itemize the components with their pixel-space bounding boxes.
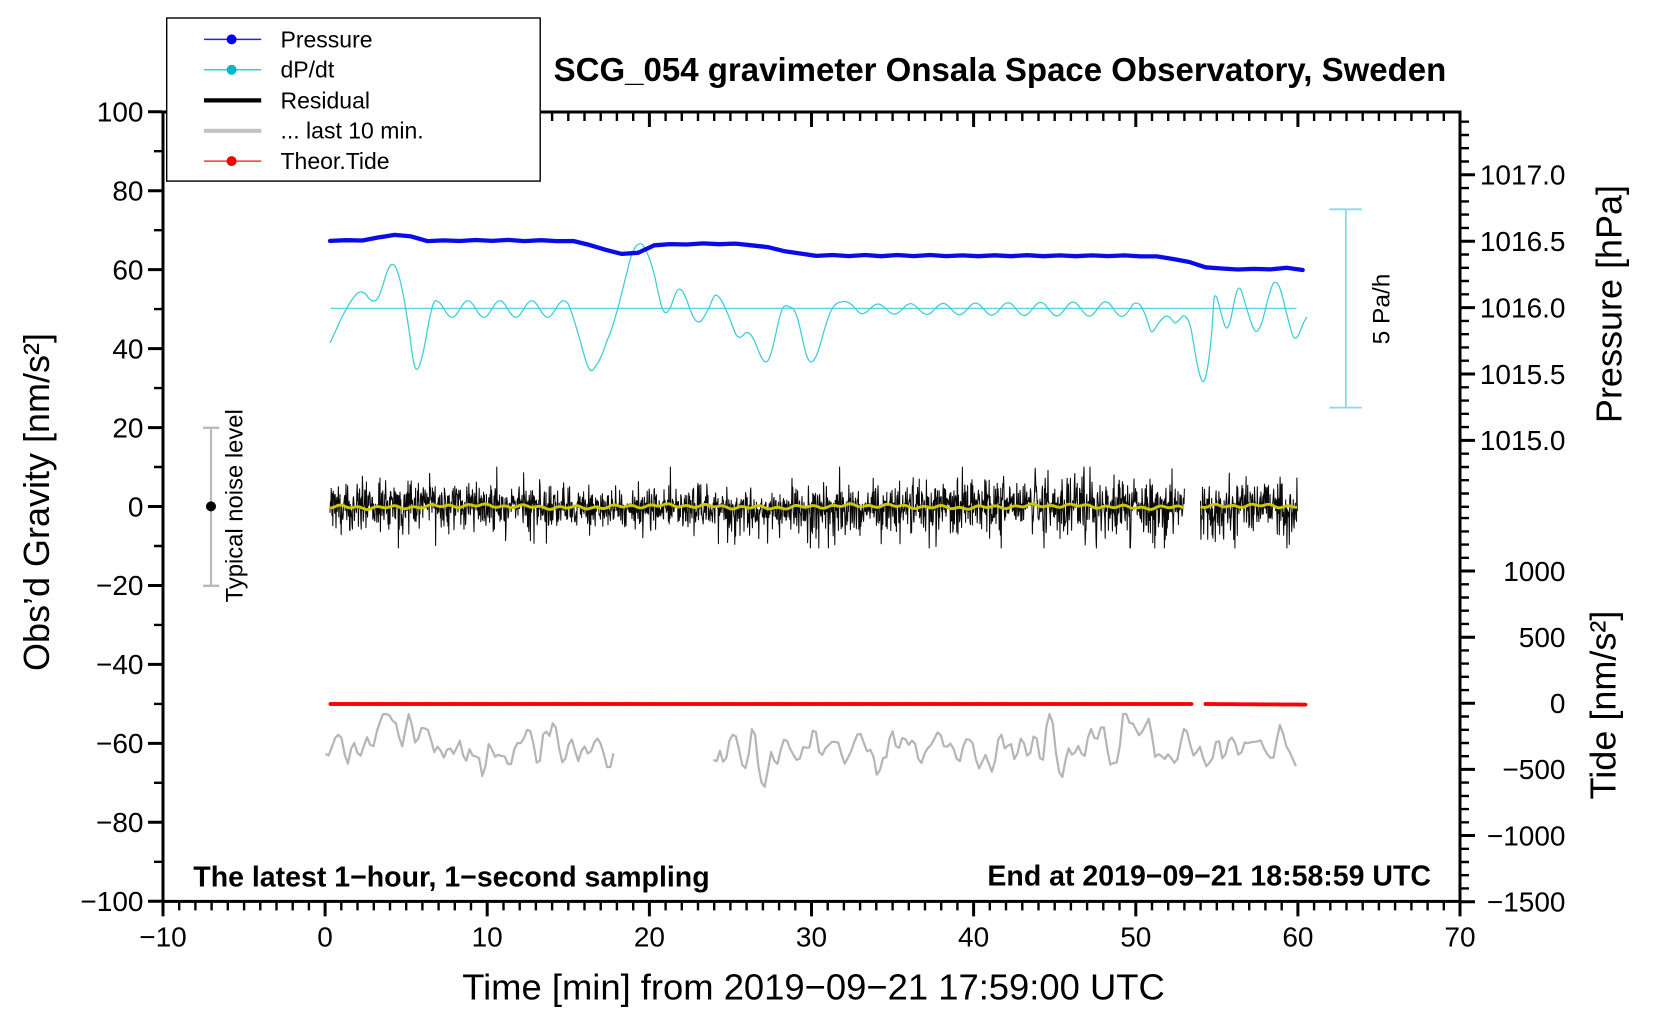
svg-text:−100: −100 — [80, 886, 143, 917]
svg-text:30: 30 — [796, 921, 827, 952]
svg-text:SCG_054 gravimeter Onsala Spac: SCG_054 gravimeter Onsala Space Observat… — [554, 51, 1447, 88]
svg-text:The latest 1−hour, 1−second sa: The latest 1−hour, 1−second sampling — [193, 862, 709, 894]
svg-text:40: 40 — [958, 921, 989, 952]
svg-text:Time [min] from 2019−09−21 17:: Time [min] from 2019−09−21 17:59:00 UTC — [462, 967, 1165, 1008]
svg-text:−10: −10 — [139, 921, 187, 952]
svg-text:0: 0 — [317, 921, 333, 952]
svg-text:Pressure: Pressure — [281, 26, 373, 52]
svg-text:100: 100 — [97, 97, 144, 128]
svg-text:Tide [nm/s²]: Tide [nm/s²] — [1582, 611, 1623, 800]
svg-text:−1500: −1500 — [1487, 887, 1566, 918]
svg-text:End at 2019−09−21 18:58:59 UTC: End at 2019−09−21 18:58:59 UTC — [987, 861, 1431, 893]
svg-text:1017.0: 1017.0 — [1480, 160, 1566, 191]
svg-text:Residual: Residual — [281, 87, 371, 113]
svg-text:−1000: −1000 — [1487, 820, 1566, 851]
svg-text:Theor.Tide: Theor.Tide — [281, 148, 390, 174]
svg-text:1000: 1000 — [1503, 556, 1565, 587]
svg-text:dP/dt: dP/dt — [281, 57, 335, 83]
svg-text:Pressure [hPa]: Pressure [hPa] — [1589, 185, 1630, 423]
svg-text:−500: −500 — [1502, 754, 1565, 785]
svg-text:1016.5: 1016.5 — [1480, 226, 1566, 257]
svg-text:5 Pa/h: 5 Pa/h — [1369, 274, 1396, 345]
svg-text:... last 10 min.: ... last 10 min. — [281, 118, 424, 144]
svg-text:1015.5: 1015.5 — [1480, 359, 1566, 390]
svg-text:−40: −40 — [96, 649, 144, 680]
svg-text:500: 500 — [1519, 622, 1566, 653]
svg-text:80: 80 — [112, 176, 143, 207]
svg-text:Obs’d Gravity [nm/s²]: Obs’d Gravity [nm/s²] — [16, 333, 57, 671]
svg-text:−20: −20 — [96, 570, 144, 601]
svg-text:20: 20 — [634, 921, 665, 952]
svg-text:−80: −80 — [96, 807, 144, 838]
svg-text:−60: −60 — [96, 728, 144, 759]
svg-text:60: 60 — [1282, 921, 1313, 952]
svg-text:20: 20 — [112, 412, 143, 443]
svg-text:70: 70 — [1444, 921, 1475, 952]
svg-text:0: 0 — [128, 491, 144, 522]
svg-text:10: 10 — [472, 921, 503, 952]
svg-text:40: 40 — [112, 333, 143, 364]
svg-text:1016.0: 1016.0 — [1480, 292, 1566, 323]
svg-text:Typical noise level: Typical noise level — [222, 409, 249, 602]
svg-text:60: 60 — [112, 254, 143, 285]
svg-text:1015.0: 1015.0 — [1480, 425, 1566, 456]
svg-text:50: 50 — [1120, 921, 1151, 952]
svg-text:0: 0 — [1550, 688, 1566, 719]
